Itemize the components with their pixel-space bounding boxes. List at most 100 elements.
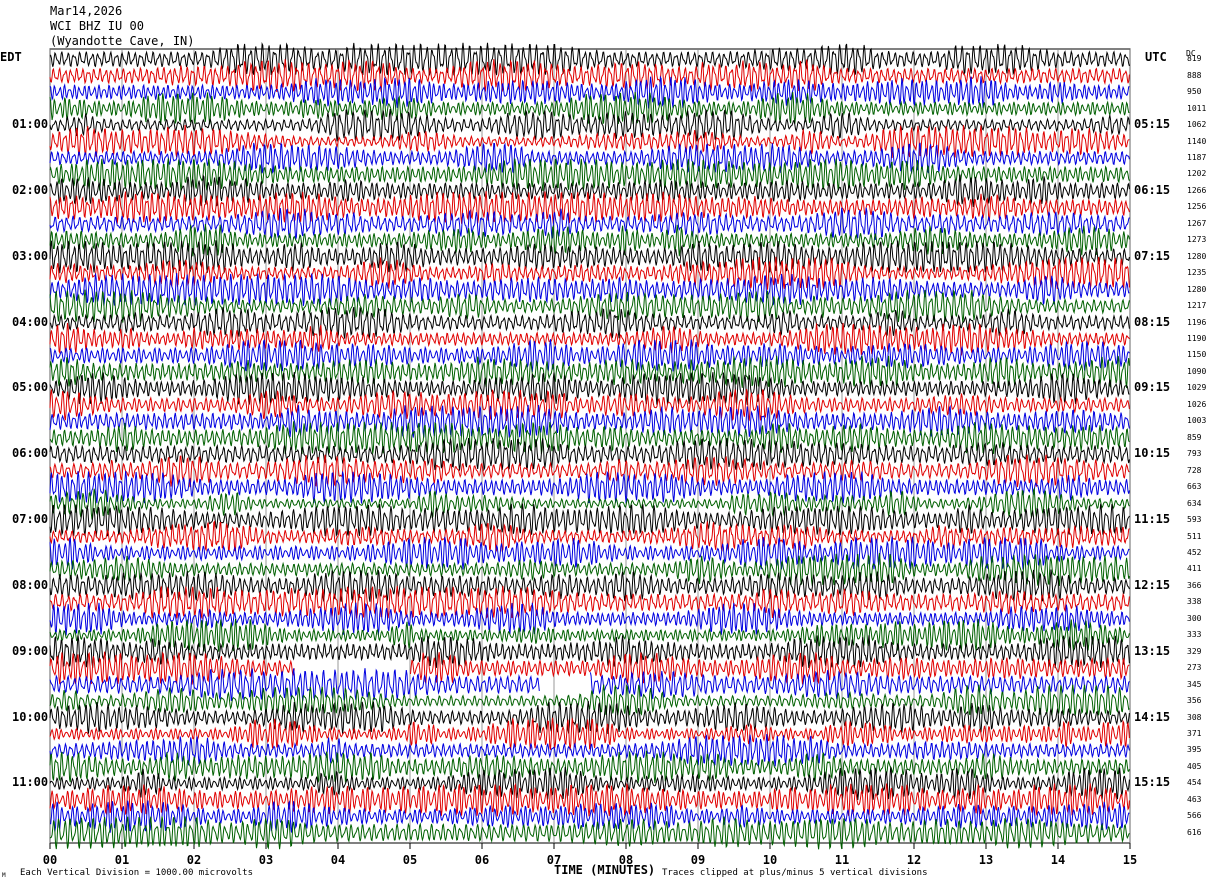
trace-row-44 — [49, 767, 1130, 800]
trace-row-4 — [49, 109, 1130, 142]
trace-row-3 — [49, 92, 1130, 125]
dc-offset-label: 463 — [1187, 794, 1202, 804]
trace-row-34 — [49, 602, 1130, 636]
dc-offset-label: 1150 — [1187, 350, 1207, 360]
trace-row-17 — [49, 322, 1130, 356]
trace-row-8 — [49, 174, 1130, 207]
left-hour-label: 05:00 — [12, 380, 49, 395]
dc-offset-label: 1266 — [1187, 185, 1207, 195]
trace-row-13 — [49, 256, 1130, 291]
dc-offset-label: 1235 — [1187, 268, 1207, 278]
dc-offset-label: 1217 — [1187, 301, 1207, 311]
dc-offset-label: 1062 — [1187, 120, 1207, 130]
right-hour-label: 12:15 — [1134, 577, 1171, 592]
dc-offset-label: 454 — [1187, 778, 1202, 788]
right-hour-label: 05:15 — [1134, 117, 1171, 132]
right-hour-label: 11:15 — [1134, 512, 1171, 527]
trace-row-5 — [49, 125, 1130, 159]
right-hour-label: 14:15 — [1134, 709, 1171, 724]
x-tick-label: 05 — [402, 853, 418, 867]
x-tick-label: 09 — [690, 853, 706, 867]
dc-offset-label: 1267 — [1187, 218, 1207, 228]
trace-row-39 — [49, 684, 1130, 716]
dc-offset-label: 405 — [1187, 761, 1202, 771]
dc-offset-label: 273 — [1187, 663, 1202, 673]
left-hour-label: 06:00 — [12, 446, 49, 461]
dc-offset-label: 1090 — [1187, 366, 1207, 376]
trace-row-35 — [49, 618, 1130, 652]
dc-offset-label: 395 — [1187, 745, 1202, 755]
left-hour-label: 11:00 — [12, 775, 49, 790]
right-hour-label: 15:15 — [1134, 775, 1171, 790]
dc-column-label: DC — [1186, 49, 1196, 58]
trace-row-46 — [49, 800, 1130, 833]
trace-row-30 — [49, 536, 1130, 570]
trace-row-47 — [49, 816, 1130, 850]
dc-offset-label: 950 — [1187, 87, 1202, 97]
dc-offset-label: 728 — [1187, 465, 1202, 475]
x-tick-label: 12 — [906, 853, 922, 867]
left-hour-label: 10:00 — [12, 709, 49, 724]
right-hour-label: 13:15 — [1134, 643, 1171, 658]
right-hour-label: 10:15 — [1134, 446, 1171, 461]
scale-note: Each Vertical Division = 1000.00 microvo… — [20, 868, 253, 878]
trace-row-16 — [49, 306, 1130, 339]
dc-offset-label: 452 — [1187, 547, 1202, 557]
trace-row-43 — [49, 750, 1130, 784]
x-tick-label: 02 — [186, 853, 202, 867]
left-hour-label: 02:00 — [12, 182, 49, 197]
trace-row-37 — [49, 651, 1130, 685]
right-hour-label: 07:15 — [1134, 248, 1171, 263]
trace-row-31 — [49, 553, 1130, 587]
clip-note: Traces clipped at plus/minus 5 vertical … — [662, 868, 928, 878]
trace-row-45 — [49, 782, 1130, 817]
x-tick-label: 13 — [978, 853, 994, 867]
x-tick-label: 10 — [762, 853, 778, 867]
x-tick-label: 07 — [546, 853, 562, 867]
left-timezone-label: EDT — [0, 50, 22, 64]
dc-offset-label: 888 — [1187, 70, 1202, 80]
trace-row-9 — [49, 191, 1130, 224]
left-hour-label: 03:00 — [12, 248, 49, 263]
right-hour-label: 06:15 — [1134, 182, 1171, 197]
right-hour-label: 09:15 — [1134, 380, 1171, 395]
trace-row-38 — [49, 668, 1130, 701]
left-hour-label: 07:00 — [12, 512, 49, 527]
x-axis-label: TIME (MINUTES) — [554, 863, 656, 877]
trace-row-41 — [49, 717, 1130, 751]
trace-row-22 — [49, 404, 1130, 438]
dc-offset-label: 1003 — [1187, 416, 1207, 426]
dc-offset-label: 593 — [1187, 515, 1202, 525]
trace-row-7 — [49, 158, 1130, 191]
dc-offset-label: 345 — [1187, 679, 1202, 689]
dc-offset-label: 411 — [1187, 564, 1202, 574]
x-tick-label: 11 — [834, 853, 850, 867]
dc-offset-label: 634 — [1187, 498, 1202, 508]
dc-offset-label: 1190 — [1187, 334, 1207, 344]
dc-offset-label: 366 — [1187, 580, 1202, 590]
trace-row-24 — [49, 438, 1130, 472]
trace-row-21 — [49, 389, 1130, 422]
trace-row-26 — [49, 470, 1130, 504]
trace-row-32 — [49, 569, 1130, 602]
trace-row-29 — [49, 520, 1130, 553]
left-hour-label: 04:00 — [12, 314, 49, 329]
x-tick-label: 01 — [114, 853, 130, 867]
dc-offset-label: 1029 — [1187, 383, 1207, 393]
dc-offset-label: 1026 — [1187, 399, 1207, 409]
trace-row-20 — [49, 371, 1130, 406]
trace-row-18 — [49, 339, 1130, 372]
x-tick-label: 04 — [330, 853, 346, 867]
dc-offset-label: 1256 — [1187, 202, 1207, 212]
left-hour-label: 09:00 — [12, 643, 49, 658]
trace-row-28 — [49, 503, 1130, 538]
logo-mark: M — [2, 872, 6, 879]
dc-offset-label: 1011 — [1187, 103, 1207, 113]
right-hour-label: 08:15 — [1134, 314, 1171, 329]
dc-offset-label: 338 — [1187, 597, 1202, 607]
dc-offset-label: 356 — [1187, 696, 1202, 706]
x-tick-label: 03 — [258, 853, 274, 867]
trace-row-11 — [49, 223, 1130, 257]
dc-offset-label: 300 — [1187, 613, 1202, 623]
